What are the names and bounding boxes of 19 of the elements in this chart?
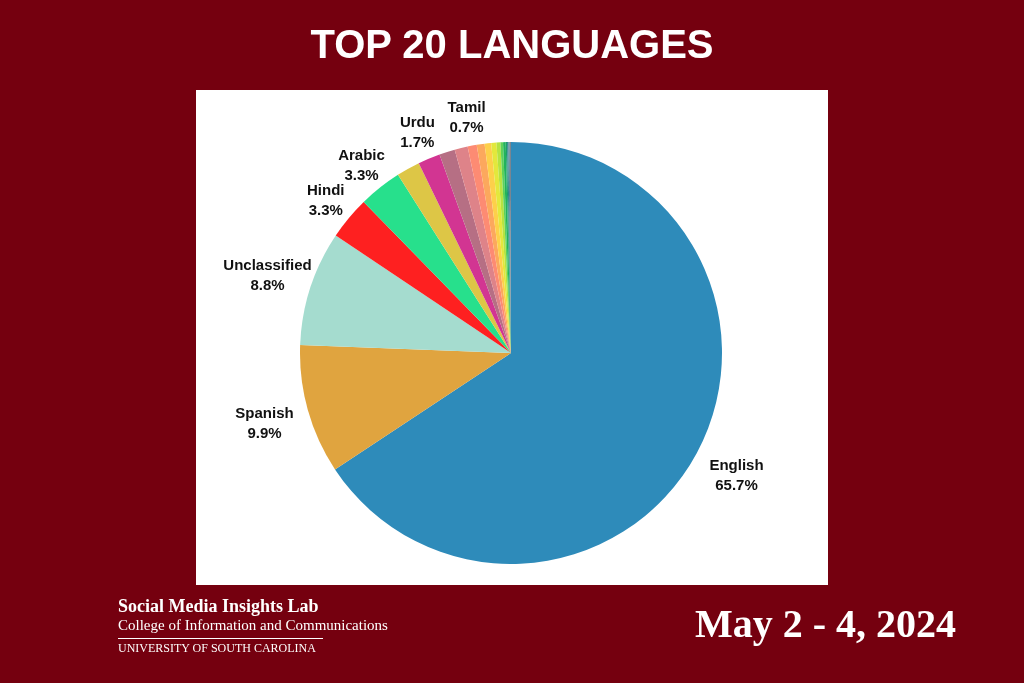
slice-label: Unclassified bbox=[223, 255, 312, 273]
slice-label: Hindi bbox=[307, 180, 345, 198]
data-label: 0.7% bbox=[449, 118, 484, 136]
data-label: 65.7% bbox=[715, 476, 758, 494]
data-label: 8.8% bbox=[250, 275, 285, 293]
slice-label: Tamil bbox=[447, 98, 486, 116]
text: UNIVERSITY OF SOUTH CAROLINA bbox=[118, 638, 323, 656]
text: May 2 - 4, 2024 bbox=[694, 600, 956, 647]
text: Social Media Insights Lab bbox=[118, 596, 320, 617]
data-label: 1.7% bbox=[400, 132, 435, 150]
data-label: 3.3% bbox=[308, 200, 343, 218]
chart-title: TOP 20 LANGUAGES bbox=[309, 22, 715, 67]
slice-label: Urdu bbox=[399, 112, 435, 130]
slice-label: Spanish bbox=[235, 404, 294, 422]
text: College of Information and Communications bbox=[118, 617, 388, 634]
data-label: 3.3% bbox=[344, 165, 379, 183]
slice-label: Arabic bbox=[338, 145, 385, 163]
data-label: 9.9% bbox=[247, 424, 282, 442]
slice-label: English bbox=[709, 456, 764, 474]
